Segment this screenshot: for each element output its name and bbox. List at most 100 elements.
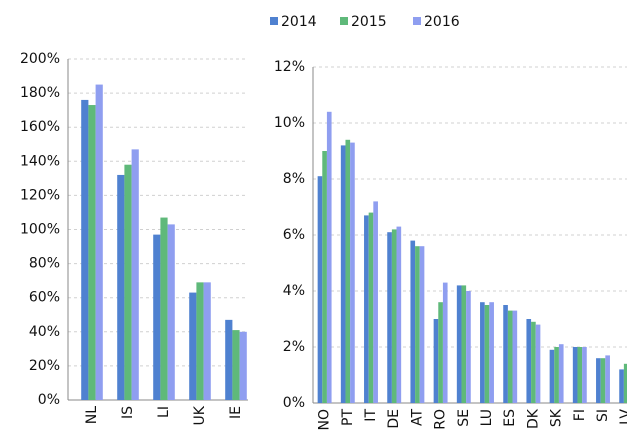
bar — [605, 355, 610, 403]
bar — [225, 319, 233, 400]
y-tick-label: 60% — [29, 290, 60, 306]
x-tick-label: DK — [525, 408, 541, 429]
x-tick-label: LV — [618, 409, 627, 425]
x-tick-label: IS — [120, 406, 136, 419]
bar — [396, 226, 402, 403]
bar — [364, 215, 369, 403]
bar — [415, 246, 420, 403]
bar — [131, 149, 139, 400]
bar — [535, 324, 541, 403]
bar — [554, 347, 559, 403]
bar — [203, 282, 211, 400]
bar — [153, 234, 161, 400]
x-tick-label: LU — [479, 409, 495, 426]
bar — [596, 358, 601, 403]
bar — [461, 285, 467, 403]
bar — [503, 305, 508, 403]
x-tick-label: IE — [228, 406, 244, 419]
y-tick-label: 20% — [29, 358, 60, 374]
y-tick-label: 140% — [20, 153, 60, 169]
x-tick-label: SE — [456, 409, 472, 427]
bar — [484, 305, 490, 403]
bar — [419, 246, 425, 403]
legend-marker — [413, 17, 421, 25]
legend-label: 2015 — [351, 14, 387, 30]
y-tick-label: 160% — [20, 119, 60, 135]
y-tick-label: 200% — [20, 51, 60, 67]
y-tick-label: 40% — [29, 324, 60, 340]
bar — [619, 369, 624, 403]
y-tick-label: 6% — [283, 227, 305, 243]
y-tick-label: 2% — [283, 339, 305, 355]
bar — [326, 111, 332, 404]
y-tick-label: 120% — [20, 187, 60, 203]
x-tick-label: NL — [84, 406, 100, 424]
legend-label: 2016 — [424, 14, 460, 30]
y-tick-label: 8% — [283, 171, 305, 187]
bar — [438, 302, 443, 403]
bar — [531, 321, 536, 403]
bar — [549, 349, 555, 403]
bar — [95, 84, 103, 400]
x-tick-label: NO — [317, 409, 333, 431]
y-tick-label: 100% — [20, 222, 60, 238]
bar — [350, 142, 355, 403]
legend-marker — [270, 17, 278, 25]
bar — [558, 344, 564, 403]
y-tick-label: 10% — [274, 115, 305, 131]
bar — [368, 212, 374, 403]
x-tick-label: PT — [340, 409, 356, 426]
bar — [322, 151, 327, 403]
bar — [466, 291, 471, 403]
bar — [117, 174, 125, 400]
x-tick-label: UK — [192, 405, 208, 425]
bar — [196, 282, 204, 400]
bar — [572, 347, 578, 403]
x-tick-label: LI — [156, 406, 172, 418]
bar — [239, 331, 247, 400]
x-tick-label: IT — [363, 409, 379, 422]
bar — [480, 302, 485, 403]
bar — [189, 292, 197, 400]
bar — [600, 358, 606, 403]
bar — [577, 347, 583, 403]
y-tick-label: 4% — [283, 283, 305, 299]
bar — [124, 164, 132, 400]
bar — [345, 139, 351, 404]
x-tick-label: RO — [433, 409, 449, 430]
bar — [623, 363, 627, 403]
bar — [507, 310, 513, 403]
bar — [433, 319, 439, 403]
x-tick-label: SK — [549, 408, 565, 427]
bar — [387, 232, 392, 403]
legend-label: 2014 — [281, 14, 317, 30]
bar — [582, 347, 587, 403]
bar — [526, 319, 532, 403]
bar — [456, 285, 462, 403]
bar — [317, 176, 323, 403]
x-tick-label: SI — [595, 409, 611, 422]
bar — [489, 302, 494, 403]
bar — [340, 145, 346, 403]
y-tick-label: 0% — [38, 392, 60, 408]
bar — [410, 240, 416, 403]
bar — [232, 330, 240, 400]
x-tick-label: AT — [409, 409, 425, 426]
bar — [442, 282, 448, 403]
legend-marker — [340, 17, 348, 25]
y-tick-label: 80% — [29, 256, 60, 272]
bar — [512, 310, 518, 403]
bar — [167, 224, 175, 400]
y-tick-label: 12% — [274, 59, 305, 75]
bar — [81, 99, 89, 401]
y-tick-label: 0% — [283, 395, 305, 411]
y-tick-label: 180% — [20, 85, 60, 101]
x-tick-label: FI — [572, 409, 588, 421]
bar — [373, 201, 378, 403]
bar — [160, 217, 168, 400]
x-tick-label: ES — [502, 409, 518, 427]
x-tick-label: DE — [386, 409, 402, 429]
bar — [391, 229, 397, 403]
bar — [88, 105, 96, 400]
